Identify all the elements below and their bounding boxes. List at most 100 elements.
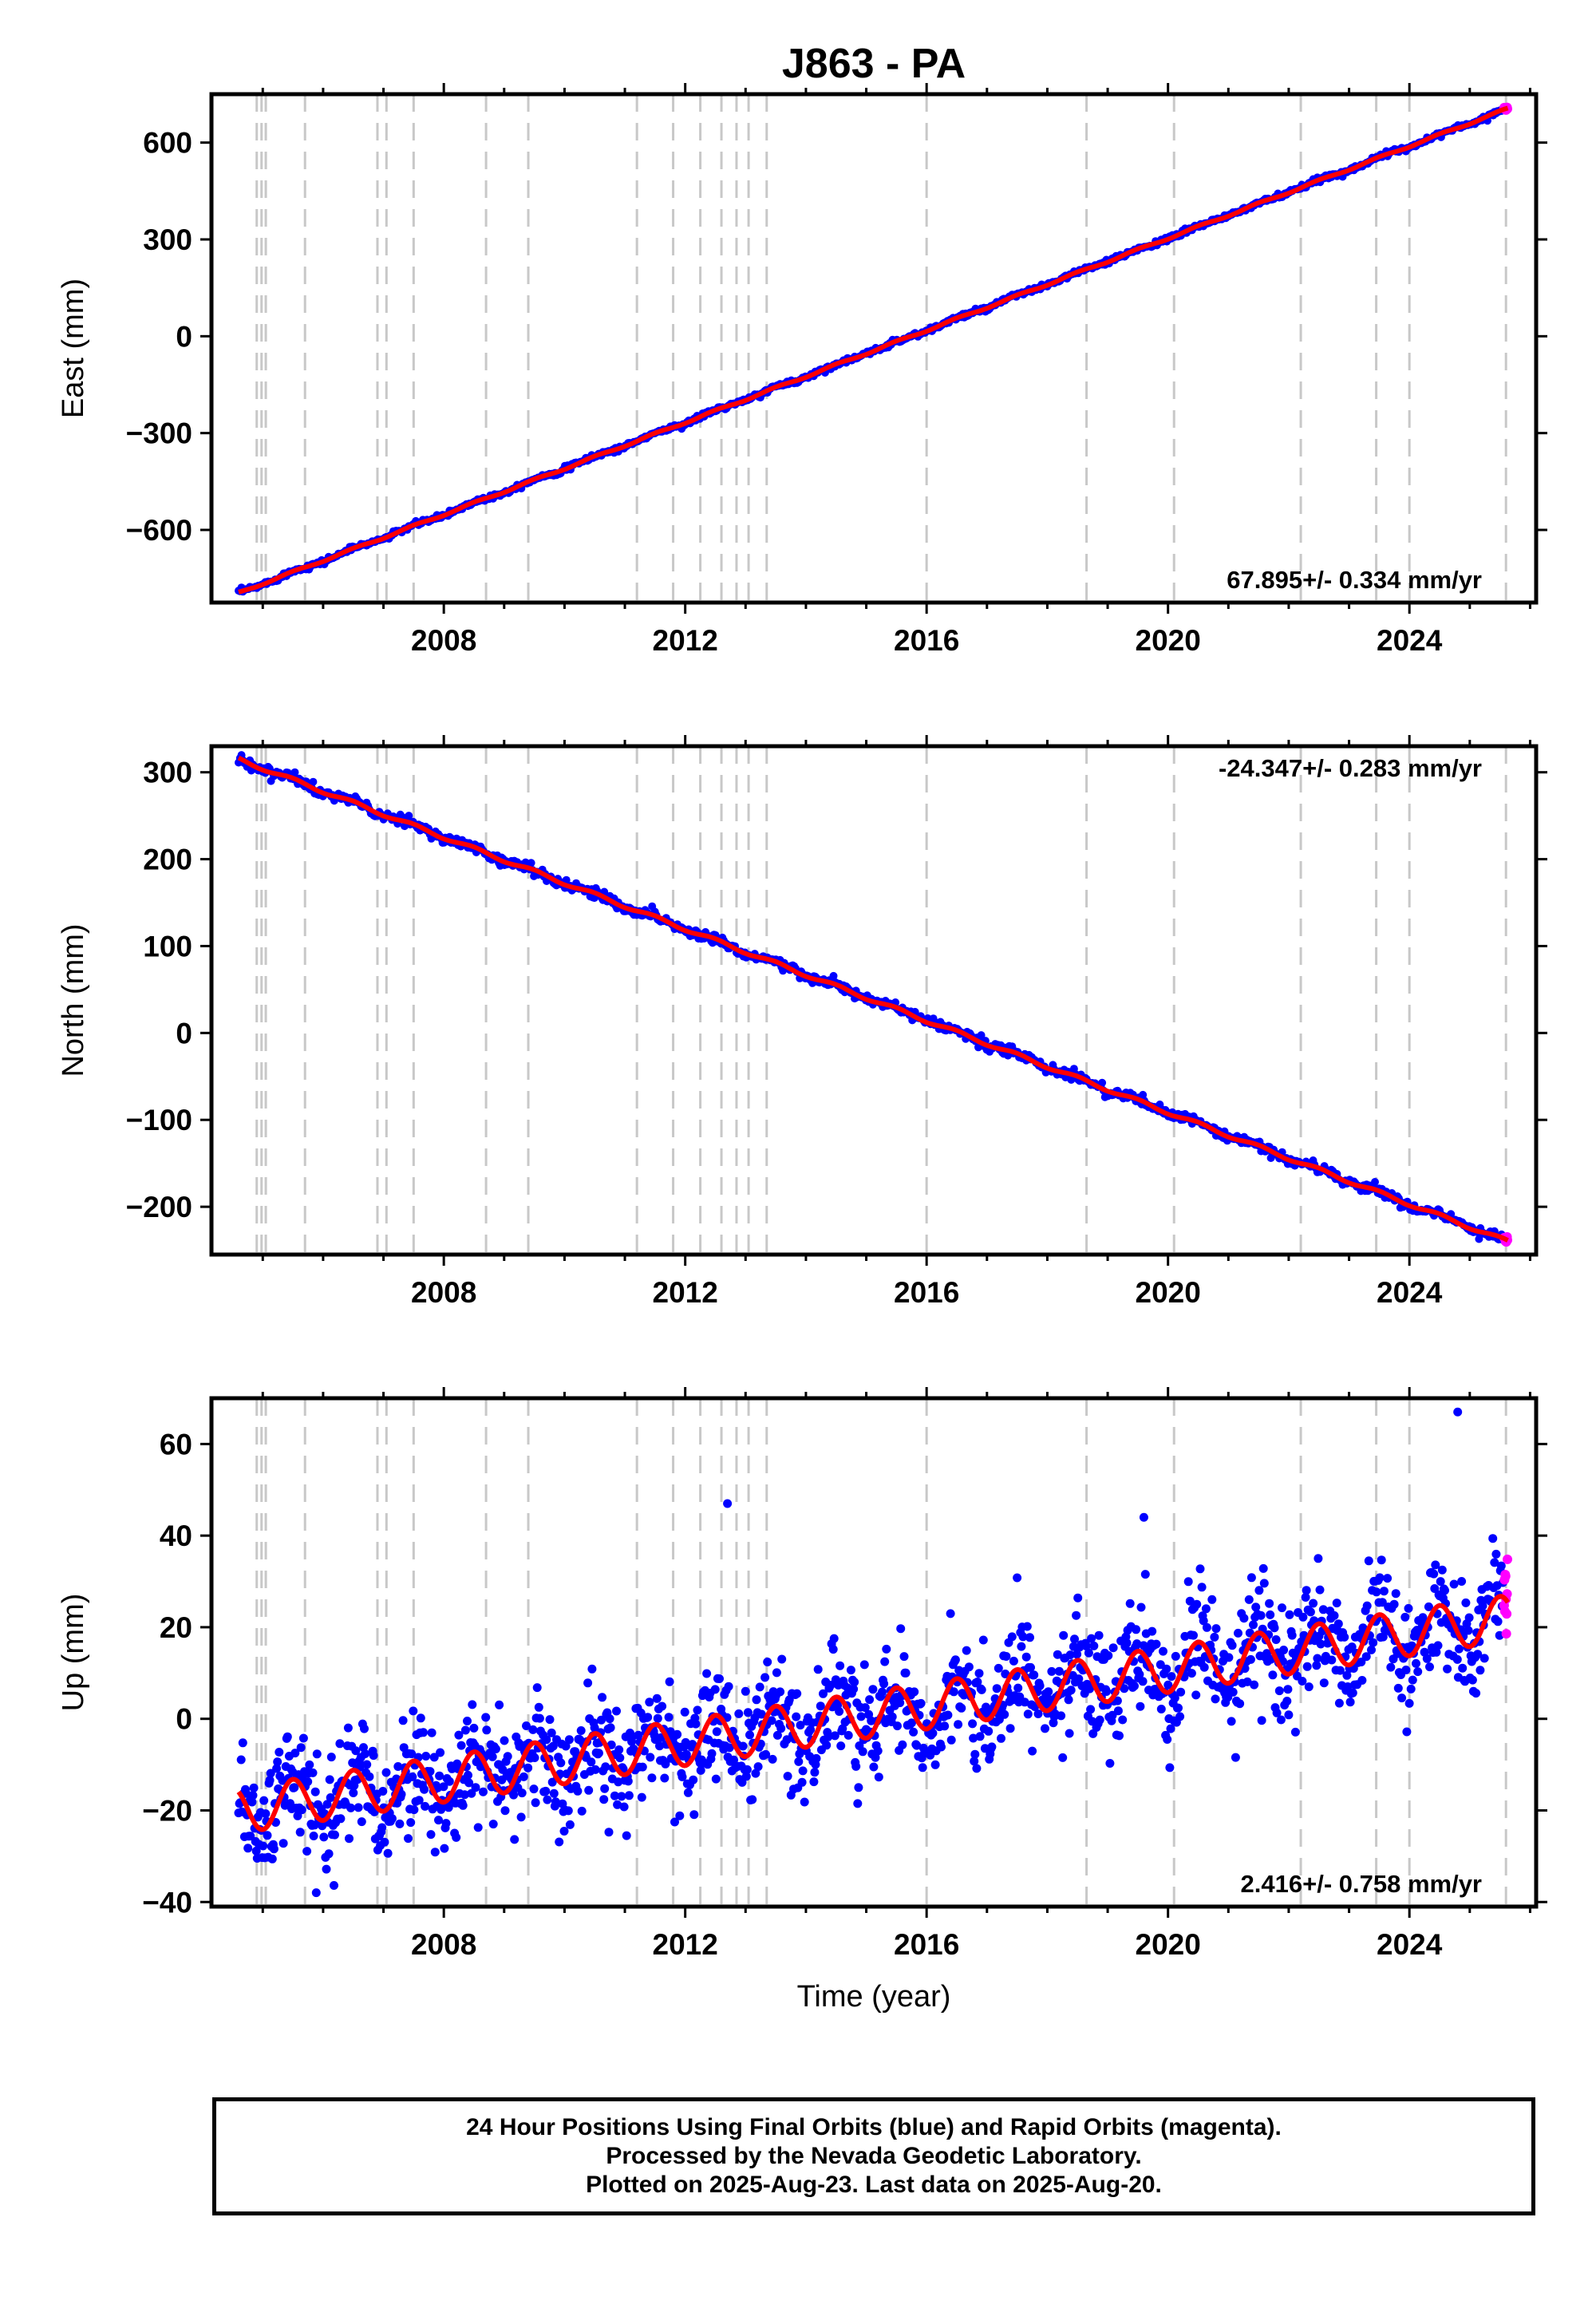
data-point <box>1285 1610 1294 1619</box>
data-point <box>1298 1677 1307 1686</box>
data-point <box>547 1728 556 1737</box>
data-point <box>992 1684 1001 1694</box>
data-point <box>964 1662 974 1672</box>
data-point <box>555 1837 564 1847</box>
data-point <box>273 1757 282 1767</box>
data-point <box>1283 1685 1293 1694</box>
data-point <box>741 1772 751 1781</box>
data-point <box>312 1749 322 1759</box>
data-point <box>689 1775 698 1784</box>
y-tick-label: 300 <box>143 223 192 256</box>
data-point <box>488 1752 497 1761</box>
data-point <box>1357 1676 1367 1685</box>
data-point <box>1276 1715 1286 1725</box>
data-point <box>562 875 571 884</box>
east-panel: 600 300 0 −300 −600 2008 2012 2016 2020 2024 East … <box>57 83 1547 657</box>
data-point <box>854 1783 863 1792</box>
data-point <box>1234 1628 1242 1638</box>
data-point <box>1207 1595 1217 1604</box>
data-point <box>969 1733 978 1743</box>
data-point <box>1268 1670 1278 1680</box>
data-point <box>464 1778 474 1788</box>
data-point <box>279 1839 288 1848</box>
y-tick-label: −300 <box>126 417 192 450</box>
data-point <box>1377 1598 1387 1607</box>
data-point <box>1132 1625 1141 1634</box>
data-point <box>439 1782 448 1792</box>
data-point <box>1159 1646 1167 1656</box>
data-point <box>1430 1584 1440 1593</box>
data-point <box>1319 1678 1329 1688</box>
plot-frame <box>209 744 1539 1257</box>
data-point <box>600 1784 610 1793</box>
data-point <box>243 1844 253 1853</box>
data-point <box>1464 1613 1474 1622</box>
data-point <box>1413 1667 1423 1677</box>
data-point <box>541 1786 551 1796</box>
y-tick-label: 300 <box>143 757 192 789</box>
data-point <box>1400 1612 1410 1622</box>
data-point <box>425 1767 435 1777</box>
data-point <box>599 1795 609 1804</box>
data-point <box>377 1823 387 1832</box>
data-point <box>1020 1697 1029 1707</box>
data-point <box>849 1684 859 1694</box>
data-point <box>860 1703 870 1713</box>
data-point <box>1199 1662 1209 1672</box>
data-point <box>269 1844 279 1854</box>
outlier-point <box>723 1499 733 1508</box>
data-point <box>661 1759 670 1769</box>
data-point <box>1393 1683 1403 1693</box>
data-point <box>1266 1610 1275 1619</box>
data-point <box>458 1800 468 1810</box>
data-point <box>893 1721 902 1731</box>
data-point <box>895 1698 905 1708</box>
x-tick-label: 2016 <box>894 1276 959 1309</box>
data-point <box>248 1791 258 1800</box>
data-point <box>678 1773 687 1781</box>
data-point <box>688 1740 697 1749</box>
data-point <box>1165 1763 1175 1773</box>
data-point <box>303 1777 313 1786</box>
footer-caption-box: 24 Hour Positions Using Final Orbits (bl… <box>212 2097 1535 2215</box>
data-point <box>1496 1561 1506 1571</box>
data-point <box>1424 1602 1433 1611</box>
data-point <box>673 1729 682 1739</box>
data-point <box>1026 1662 1035 1672</box>
data-point <box>899 1652 909 1662</box>
data-point <box>1246 1654 1255 1664</box>
y-tick-label: −200 <box>126 1191 192 1223</box>
data-point <box>1059 1630 1069 1640</box>
data-point <box>624 1791 634 1800</box>
data-point <box>1105 1759 1115 1768</box>
data-point <box>1191 1690 1201 1700</box>
rapid-point <box>1500 1571 1511 1581</box>
data-point <box>482 1725 492 1735</box>
data-point <box>1029 1670 1039 1680</box>
data-point <box>1369 1638 1378 1647</box>
data-point <box>420 1784 429 1794</box>
plot-frame <box>209 92 1539 605</box>
plot-frame <box>209 1396 1539 1909</box>
outlier-point <box>1139 1512 1148 1522</box>
x-axis-label: Time (year) <box>797 1980 951 2014</box>
data-point <box>822 1741 832 1750</box>
data-point <box>1081 1642 1091 1651</box>
data-point <box>865 1695 875 1705</box>
data-point <box>1404 1698 1414 1708</box>
data-point <box>1250 1680 1259 1690</box>
data-point <box>1210 1632 1219 1642</box>
data-point <box>1033 1709 1043 1718</box>
data-point <box>471 1783 480 1792</box>
data-point <box>345 1834 354 1844</box>
data-point <box>930 1760 940 1769</box>
data-point <box>601 1762 610 1772</box>
data-point <box>797 1777 807 1787</box>
data-point <box>711 1774 721 1784</box>
data-point <box>1120 1684 1129 1694</box>
data-point <box>1022 1622 1032 1631</box>
data-point <box>1316 1639 1325 1649</box>
data-point <box>1488 1534 1498 1543</box>
data-point <box>1108 1643 1118 1653</box>
data-point <box>776 1687 785 1697</box>
